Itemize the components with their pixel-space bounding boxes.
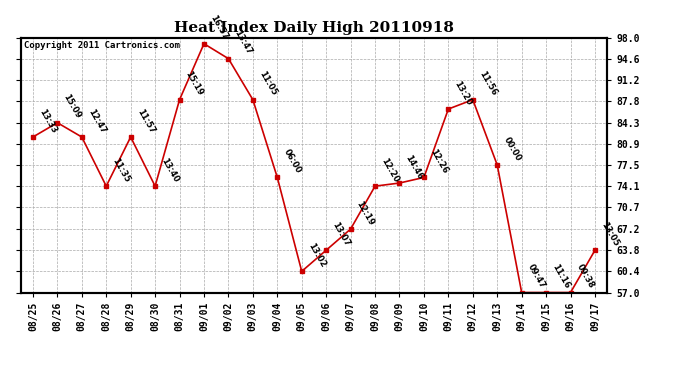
- Text: 11:16: 11:16: [550, 262, 571, 290]
- Text: 15:09: 15:09: [61, 93, 83, 120]
- Text: 13:20: 13:20: [453, 79, 473, 107]
- Text: 12:26: 12:26: [428, 147, 449, 175]
- Text: 13:07: 13:07: [331, 220, 351, 248]
- Text: 14:46: 14:46: [404, 153, 425, 181]
- Text: 12:19: 12:19: [355, 199, 376, 227]
- Text: 16:57: 16:57: [208, 14, 229, 42]
- Text: 12:20: 12:20: [380, 156, 400, 184]
- Text: 12:47: 12:47: [86, 107, 107, 135]
- Text: 15:19: 15:19: [184, 70, 205, 98]
- Text: 11:35: 11:35: [110, 156, 132, 184]
- Text: 06:00: 06:00: [282, 148, 302, 175]
- Text: 11:57: 11:57: [135, 107, 156, 135]
- Text: Copyright 2011 Cartronics.com: Copyright 2011 Cartronics.com: [23, 41, 179, 50]
- Text: 13:40: 13:40: [159, 156, 180, 184]
- Text: 09:38: 09:38: [575, 263, 595, 290]
- Text: 13:02: 13:02: [306, 242, 327, 269]
- Text: 13:47: 13:47: [233, 29, 254, 57]
- Text: 11:56: 11:56: [477, 70, 498, 98]
- Text: 09:47: 09:47: [526, 263, 547, 290]
- Text: 11:05: 11:05: [257, 70, 278, 98]
- Text: 13:33: 13:33: [37, 107, 58, 135]
- Text: 00:00: 00:00: [502, 135, 522, 163]
- Title: Heat Index Daily High 20110918: Heat Index Daily High 20110918: [174, 21, 454, 35]
- Text: 13:05: 13:05: [599, 220, 620, 248]
